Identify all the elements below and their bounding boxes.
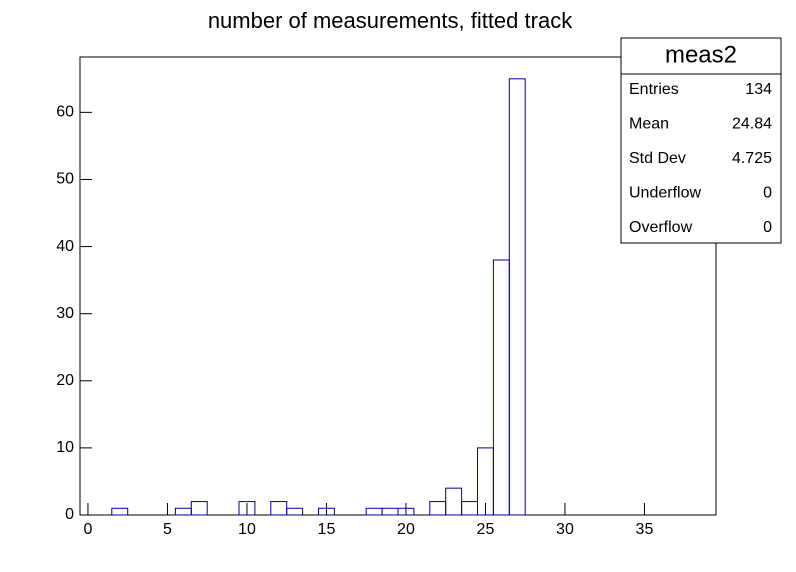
x-tick-label: 10 <box>238 521 256 538</box>
x-tick-label: 15 <box>318 521 336 538</box>
x-tick-label: 35 <box>636 521 654 538</box>
stats-label: Overflow <box>629 219 693 236</box>
stats-title: meas2 <box>665 41 737 68</box>
y-tick-label: 20 <box>56 372 74 389</box>
stats-label: Mean <box>629 116 669 133</box>
stats-value: 134 <box>745 81 772 98</box>
bar <box>318 507 335 516</box>
stats-value: 0 <box>763 185 772 202</box>
bar <box>238 501 256 516</box>
y-tick-label: 50 <box>56 171 74 188</box>
stats-box <box>620 37 782 244</box>
stats-value: 4.725 <box>732 150 772 167</box>
bar <box>111 507 129 516</box>
stats-label: Std Dev <box>629 150 686 167</box>
chart-title: number of measurements, fitted track <box>208 8 573 33</box>
x-tick-label: 5 <box>163 521 172 538</box>
x-tick-label: 0 <box>83 521 92 538</box>
bar <box>397 507 415 516</box>
bar <box>508 78 526 516</box>
bar <box>190 501 208 516</box>
stats-value: 24.84 <box>732 116 772 133</box>
stats-value: 0 <box>763 219 772 236</box>
stats-label: Underflow <box>629 185 701 202</box>
y-tick-label: 0 <box>65 506 74 523</box>
x-tick-label: 30 <box>556 521 574 538</box>
stats-label: Entries <box>629 81 679 98</box>
y-tick-label: 10 <box>56 439 74 456</box>
bar <box>286 507 304 516</box>
y-tick-label: 60 <box>56 104 74 121</box>
x-tick-label: 25 <box>477 521 495 538</box>
x-tick-label: 20 <box>397 521 415 538</box>
y-tick-label: 40 <box>56 238 74 255</box>
y-tick-label: 30 <box>56 305 74 322</box>
